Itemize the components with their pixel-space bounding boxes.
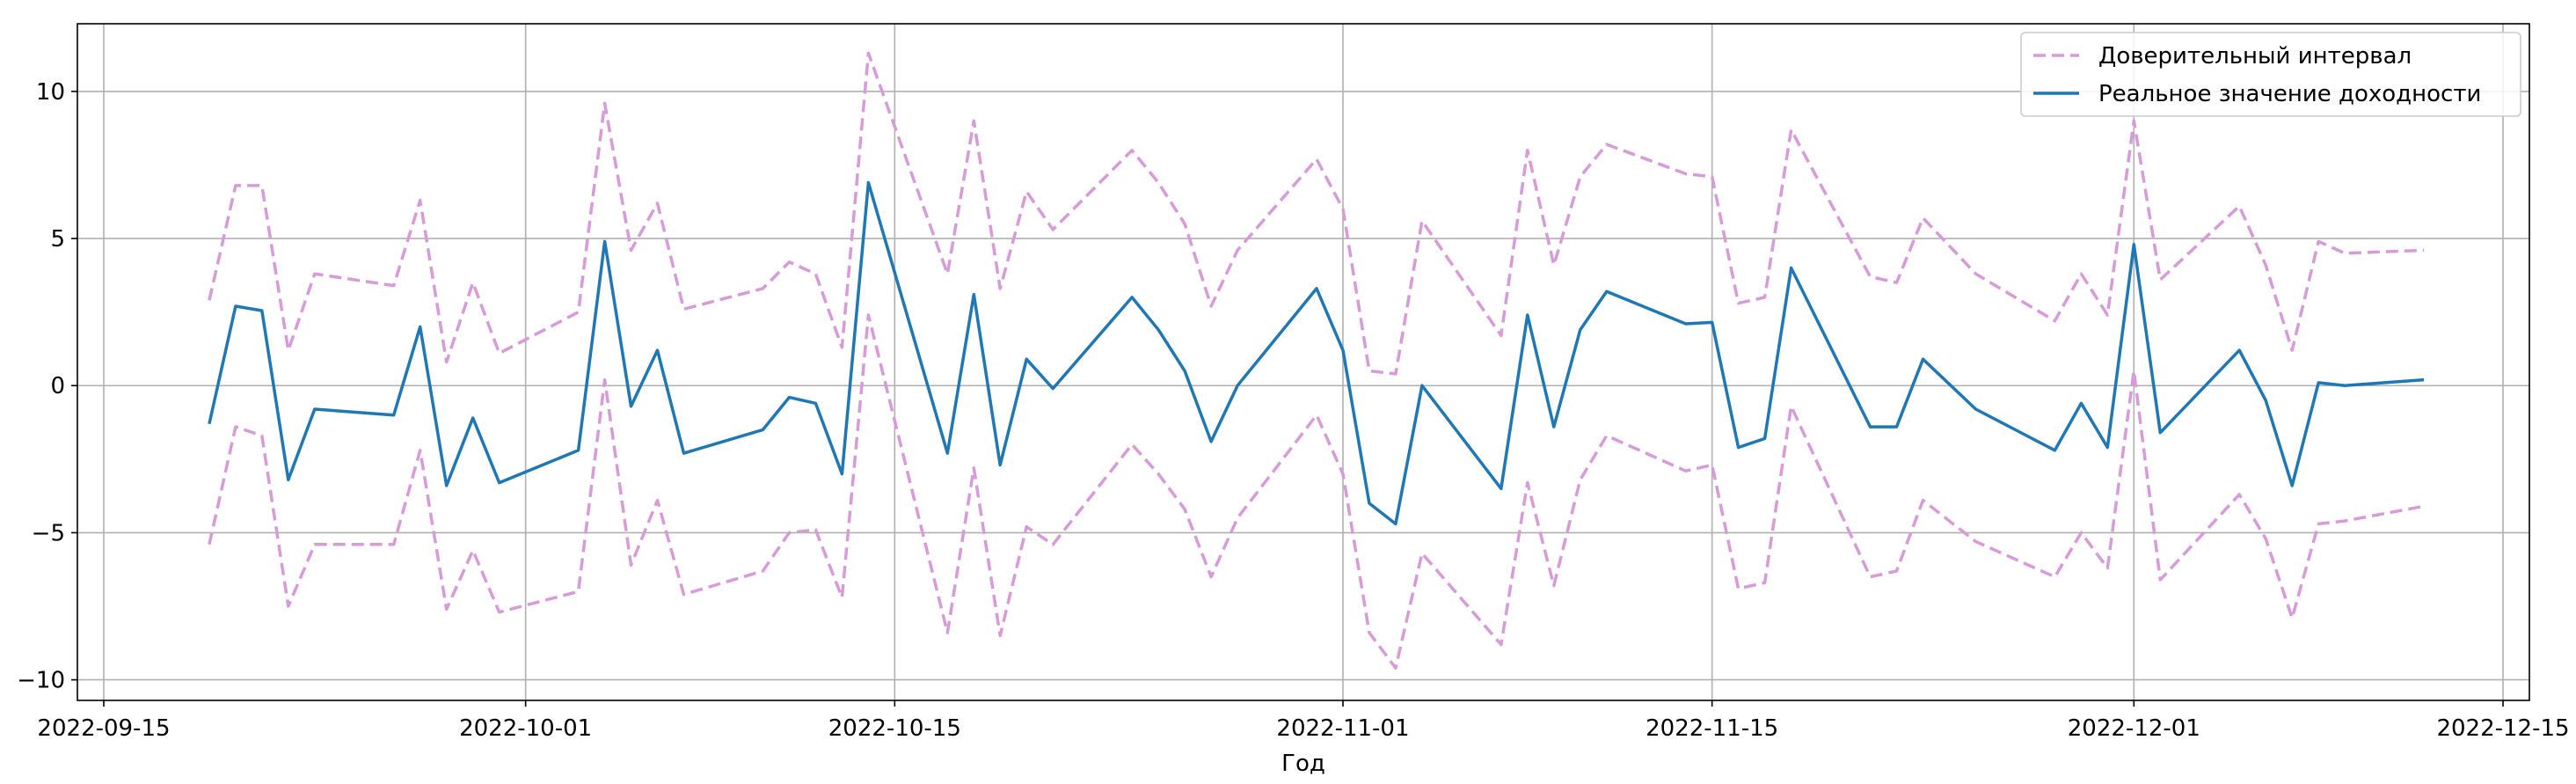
y-tick-label: 5 — [50, 226, 65, 253]
series-layer — [208, 51, 2425, 670]
actual-return-line — [208, 180, 2425, 526]
y-tick-label: 0 — [50, 373, 65, 399]
x-tick-label: 2022-11-01 — [1276, 715, 1409, 742]
y-tick-label: −5 — [32, 520, 65, 546]
x-tick-label: 2022-12-01 — [2068, 715, 2200, 742]
legend-label: Доверительный интервал — [2098, 43, 2412, 70]
y-tick-label: 10 — [36, 79, 65, 106]
x-axis-ticks: 2022-09-15 2022-10-01 2022-10-15 2022-11-01… — [37, 700, 2570, 742]
legend-box — [2020, 32, 2521, 117]
x-tick-label: 2022-10-01 — [459, 715, 592, 742]
y-tick-label: −10 — [17, 668, 65, 694]
x-tick-label: 2022-09-15 — [37, 715, 170, 742]
legend: Доверительный интервал Реальное значение … — [2020, 32, 2521, 117]
legend-label: Реальное значение доходности — [2098, 81, 2481, 107]
x-tick-label: 2022-12-15 — [2436, 715, 2569, 742]
y-axis-ticks: −10 −5 0 5 10 — [17, 79, 77, 694]
x-axis-title: Год — [1281, 751, 1325, 777]
confidence-upper-line — [208, 51, 2425, 376]
axes-frame — [77, 23, 2530, 701]
x-tick-label: 2022-11-15 — [1646, 715, 1778, 742]
x-tick-label: 2022-10-15 — [828, 715, 961, 742]
confidence-lower-line — [208, 313, 2425, 670]
